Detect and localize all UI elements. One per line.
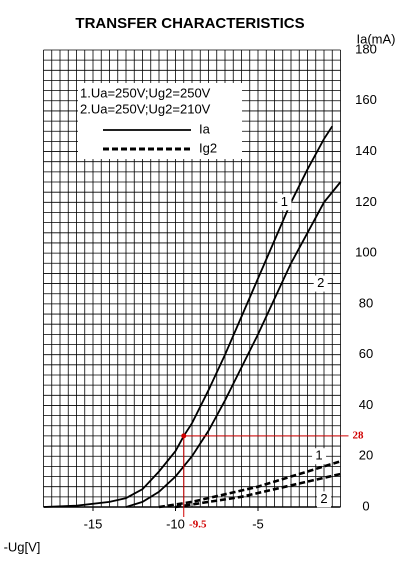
y-tick-label: 60 [359,346,373,361]
curve-label: 1 [281,194,288,209]
y-tick-label: 120 [355,194,377,209]
curve-label: 1 [315,448,322,463]
y-tick-label: 20 [359,448,373,463]
x-tick-label: -5 [252,516,264,531]
marker-y-label: 28 [353,429,365,441]
marker-x-label: -9.5 [189,519,207,531]
curve [175,472,341,509]
curve [125,181,342,508]
chart-title: TRANSFER CHARACTERISTICS [75,15,304,32]
legend-label: Ia [199,121,211,136]
x-tick-label: -15 [84,516,103,531]
curve-label: 2 [317,275,324,290]
x-axis-label: -Ug[V] [4,539,41,554]
y-tick-label: 160 [355,92,377,107]
y-tick-label: 40 [359,397,373,412]
y-tick-label: 0 [362,498,369,513]
y-tick-label: 100 [355,245,377,260]
legend-box [78,83,242,159]
curve-label-bg [312,448,327,465]
y-tick-label: 180 [355,41,377,56]
curve-label: 2 [320,491,327,506]
curve [43,125,334,508]
curve-label-bg [313,275,328,292]
x-tick-label: -10 [166,516,185,531]
legend-condition: 2.Ua=250V;Ug2=210V [80,101,211,116]
curve [158,460,341,509]
curve-label-bg [317,491,331,508]
curves: 1 2 1 2 [43,125,349,517]
legend-condition: 1.Ua=250V;Ug2=250V [80,85,211,100]
y-tick-label: 80 [359,295,373,310]
y-tick-label: 140 [355,143,377,158]
y-axis-label: Ia(mA) [357,31,396,46]
curve-label-bg [277,194,292,211]
marker-point [181,433,187,439]
legend-label: Ig2 [199,140,217,155]
